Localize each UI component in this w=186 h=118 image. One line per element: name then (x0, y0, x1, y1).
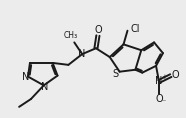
Text: N: N (78, 49, 86, 59)
Text: S: S (113, 69, 119, 79)
Text: O: O (155, 94, 163, 104)
Text: CH₃: CH₃ (63, 31, 77, 40)
Text: +: + (161, 74, 167, 80)
Text: ⁻: ⁻ (162, 97, 166, 106)
Text: Cl: Cl (131, 24, 140, 34)
Text: N: N (155, 76, 163, 86)
Text: O: O (94, 25, 102, 35)
Text: N: N (41, 82, 48, 92)
Text: O: O (172, 70, 179, 80)
Text: N: N (22, 72, 30, 82)
